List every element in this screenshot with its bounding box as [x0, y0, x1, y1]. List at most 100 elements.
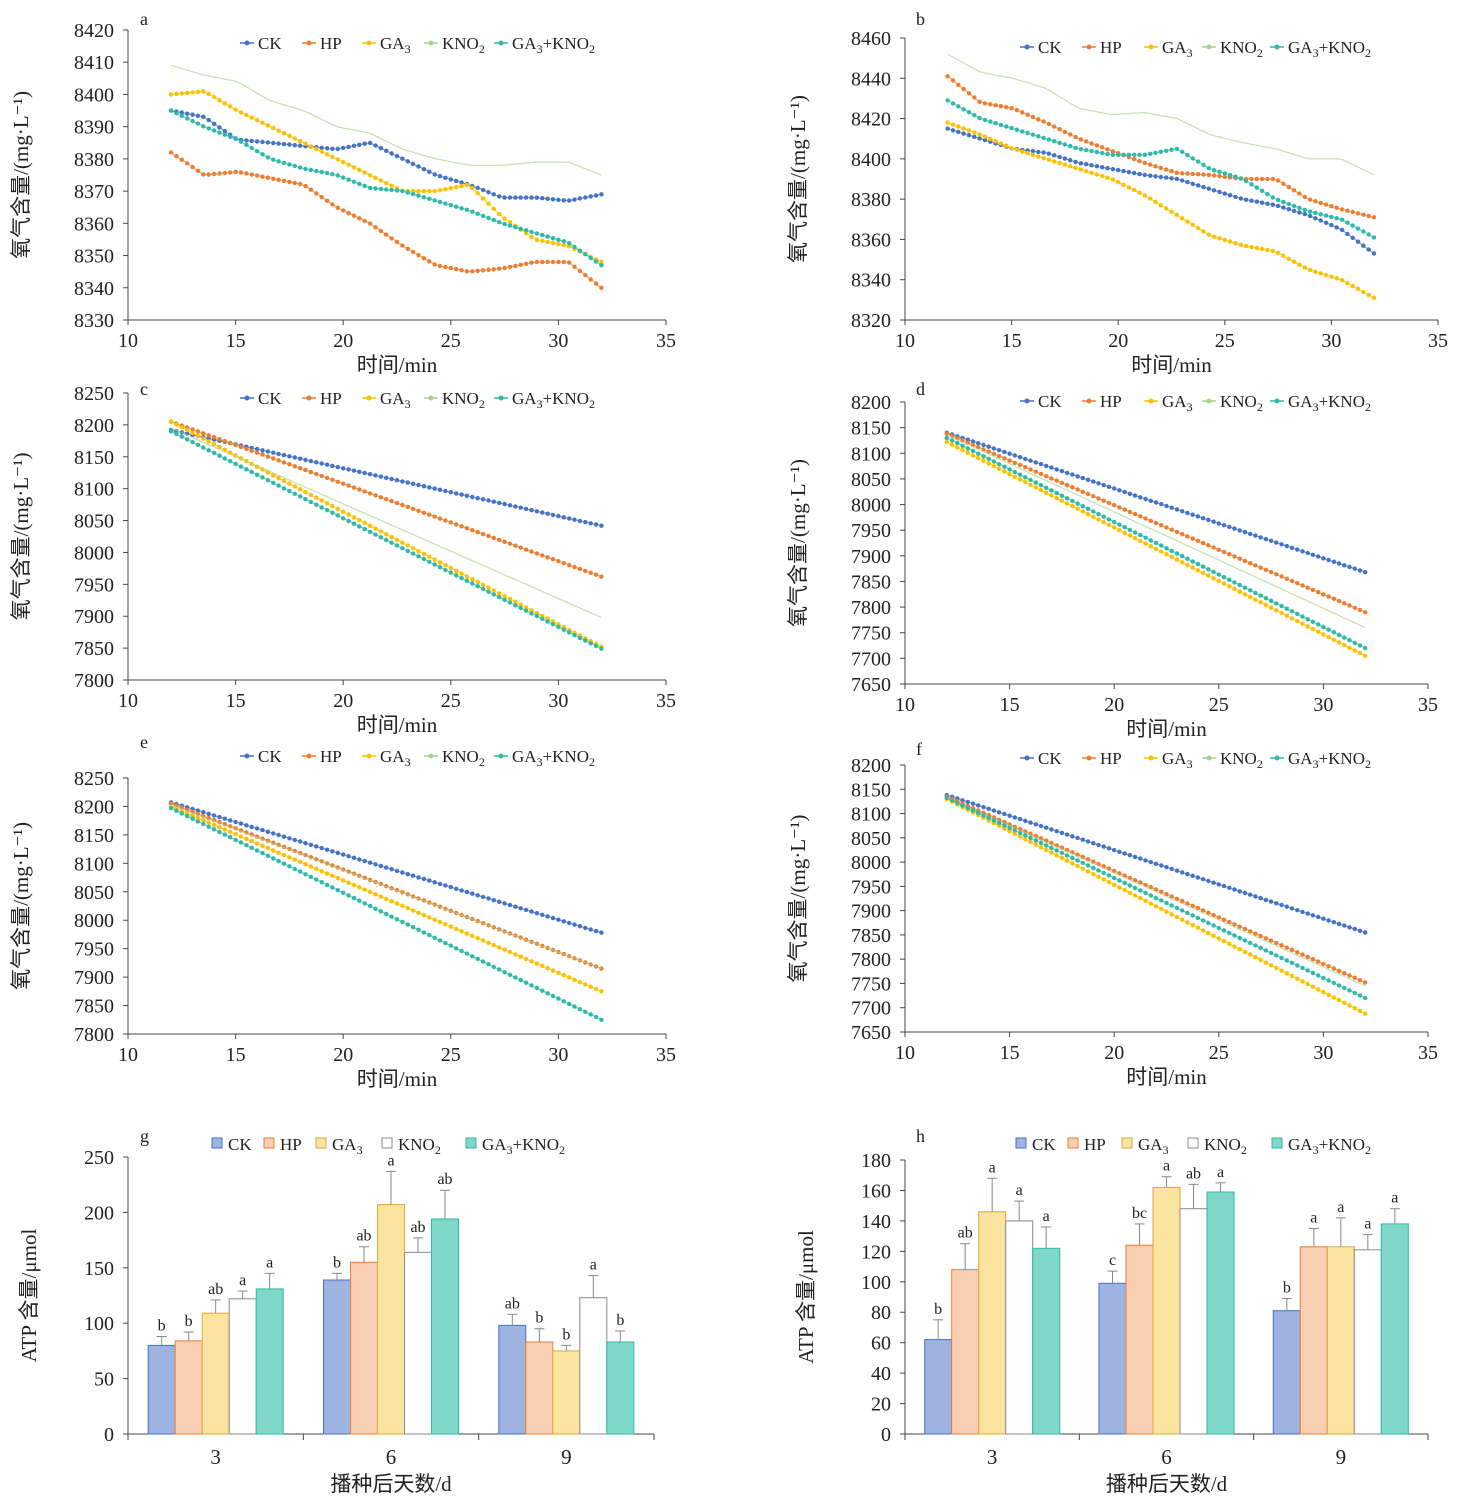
data-point — [1258, 535, 1263, 540]
legend-marker-GA3KNO2 — [498, 395, 504, 401]
data-point — [459, 180, 464, 185]
data-point — [1036, 154, 1041, 159]
data-point — [1122, 489, 1127, 495]
data-point — [1206, 543, 1211, 548]
data-point — [1318, 218, 1323, 223]
data-point — [1295, 618, 1300, 624]
data-point — [523, 608, 529, 613]
data-point — [265, 845, 271, 851]
data-point — [998, 141, 1004, 146]
legend-label-KNO2: KNO2 — [1220, 38, 1263, 60]
y-tick-label: 8150 — [74, 447, 114, 469]
data-point — [1054, 853, 1059, 858]
data-point — [976, 455, 981, 461]
data-point — [1310, 970, 1316, 976]
data-point — [1200, 908, 1206, 913]
data-point — [448, 884, 453, 890]
data-point — [1190, 512, 1195, 517]
data-point — [1020, 149, 1025, 154]
data-point — [238, 444, 244, 450]
data-point — [373, 862, 378, 867]
data-point — [556, 996, 561, 1001]
data-point — [1075, 858, 1080, 863]
data-point — [577, 979, 583, 985]
data-point — [1096, 842, 1101, 848]
data-point — [523, 195, 529, 200]
data-point — [1007, 825, 1012, 831]
data-point — [330, 849, 335, 854]
data-point — [955, 800, 960, 806]
data-point — [1302, 194, 1308, 200]
data-point — [217, 436, 222, 442]
data-point — [249, 172, 254, 177]
data-point — [1279, 603, 1284, 609]
data-point — [1007, 451, 1012, 456]
y-tick-label: 8050 — [851, 828, 891, 850]
data-point — [201, 445, 206, 450]
bar-GA3 — [1326, 1246, 1355, 1435]
data-point — [1028, 477, 1033, 483]
data-point — [1046, 151, 1052, 156]
data-point — [1195, 905, 1201, 911]
y-tick-label: 8000 — [851, 852, 891, 874]
bar-CK — [1098, 1282, 1127, 1435]
data-point — [1122, 851, 1127, 856]
data-point — [1025, 151, 1030, 156]
data-point — [1041, 150, 1046, 155]
y-tick-label: 8400 — [74, 84, 114, 106]
data-point — [341, 175, 346, 180]
data-point — [195, 815, 201, 821]
data-point — [1085, 863, 1091, 868]
data-point — [1336, 598, 1342, 604]
data-point — [1211, 168, 1217, 173]
data-point — [1201, 184, 1206, 190]
data-point — [1310, 626, 1316, 632]
x-axis-label: 时间/min — [357, 713, 438, 737]
data-point — [249, 838, 254, 844]
legend-swatch-HP — [1067, 1137, 1079, 1149]
data-point — [319, 869, 324, 874]
data-point — [1110, 152, 1116, 157]
data-point — [394, 478, 400, 483]
data-point — [1355, 211, 1361, 216]
data-point — [260, 174, 265, 179]
data-point — [599, 285, 604, 290]
data-point — [206, 117, 211, 123]
data-point — [427, 915, 432, 920]
y-tick-label: 8360 — [74, 213, 114, 235]
data-point — [373, 175, 378, 180]
data-point — [1371, 215, 1377, 220]
series-GA3 — [168, 804, 604, 994]
y-tick-label: 7800 — [74, 1024, 114, 1046]
data-point — [308, 458, 314, 464]
data-point — [486, 201, 491, 206]
data-point — [1164, 909, 1169, 914]
data-point — [244, 836, 249, 841]
data-point — [1020, 110, 1025, 115]
data-point — [982, 134, 988, 139]
data-point — [1248, 588, 1253, 593]
data-point — [1169, 527, 1174, 532]
data-point — [1313, 210, 1318, 216]
data-point — [211, 128, 217, 133]
data-point — [1357, 978, 1363, 983]
legend-marker-CK — [244, 753, 250, 759]
data-point — [394, 901, 400, 906]
data-point — [400, 903, 405, 908]
data-point — [491, 267, 496, 272]
data-point — [497, 220, 502, 225]
x-tick-label: 35 — [1418, 1042, 1438, 1064]
data-point — [330, 172, 335, 177]
data-point — [955, 445, 960, 450]
data-point — [228, 104, 233, 109]
data-point — [1070, 498, 1075, 504]
data-point — [583, 568, 588, 574]
data-point — [497, 967, 502, 972]
data-point — [1126, 169, 1132, 175]
data-point — [1329, 214, 1334, 220]
data-point — [1352, 990, 1358, 996]
data-point — [1190, 171, 1196, 177]
data-point — [1020, 129, 1025, 134]
x-tick-label: 15 — [1000, 694, 1020, 716]
data-point — [577, 268, 583, 274]
